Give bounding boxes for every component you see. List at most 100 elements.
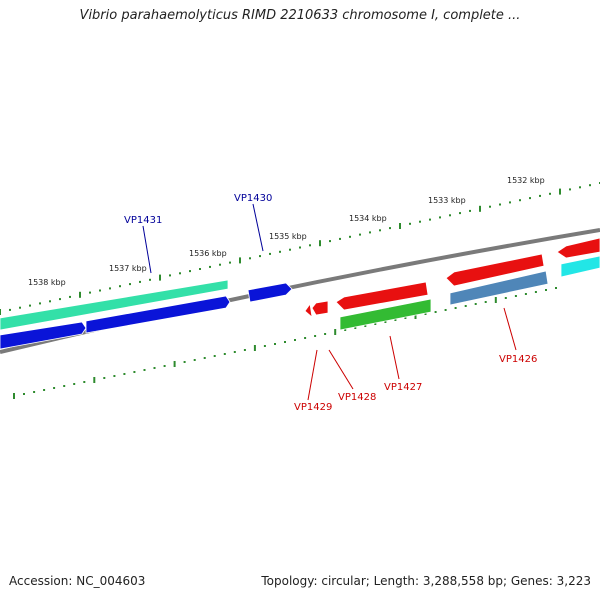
top-scale-minor-tick bbox=[99, 289, 101, 292]
bottom-scale-minor-tick bbox=[304, 337, 307, 339]
bottom-scale-minor-tick bbox=[344, 329, 347, 331]
top-scale-minor-tick bbox=[59, 298, 61, 301]
blue-gene-long bbox=[85, 295, 231, 334]
top-scale-minor-tick bbox=[509, 201, 511, 204]
top-scale-minor-tick bbox=[289, 248, 291, 251]
bottom-scale-minor-tick bbox=[404, 317, 407, 319]
top-scale-minor-tick bbox=[529, 197, 531, 200]
top-scale-minor-tick bbox=[569, 188, 571, 191]
top-scale-major-tick bbox=[399, 223, 401, 229]
bottom-scale-minor-tick bbox=[424, 313, 427, 315]
bottom-scale-minor-tick bbox=[113, 375, 116, 377]
gene-leader-line bbox=[307, 349, 318, 401]
top-scale-minor-tick bbox=[589, 184, 591, 187]
top-scale-minor-tick bbox=[29, 304, 31, 307]
bottom-scale-minor-tick bbox=[193, 359, 196, 361]
top-scale-minor-tick bbox=[109, 287, 111, 290]
bottom-scale-minor-tick bbox=[364, 325, 367, 327]
kbp-label: 1532 kbp bbox=[507, 176, 545, 185]
top-scale-minor-tick bbox=[189, 270, 191, 273]
top-scale-minor-tick bbox=[389, 227, 391, 230]
gene-label: VP1429 bbox=[294, 402, 332, 413]
bottom-scale-minor-tick bbox=[464, 305, 467, 307]
bottom-scale-major-tick bbox=[13, 393, 15, 399]
top-scale-minor-tick bbox=[249, 257, 251, 260]
top-scale-minor-tick bbox=[9, 308, 11, 311]
bottom-scale-minor-tick bbox=[263, 345, 266, 347]
gene-leader-line bbox=[328, 349, 354, 390]
red-gene-right bbox=[445, 253, 545, 287]
bottom-scale-minor-tick bbox=[314, 335, 317, 337]
top-scale-minor-tick bbox=[279, 250, 281, 253]
bottom-scale-minor-tick bbox=[123, 373, 126, 375]
bottom-scale-minor-tick bbox=[83, 381, 86, 383]
top-scale-minor-tick bbox=[489, 205, 491, 208]
red-gene-far bbox=[556, 237, 600, 259]
blue-gene-small bbox=[247, 282, 293, 303]
bottom-scale-minor-tick bbox=[23, 393, 25, 395]
bottom-scale-minor-tick bbox=[294, 339, 296, 341]
scale-labels: 1538 kbp 1537 kbp 1536 kbp 1535 kbp 1534 kbp… bbox=[28, 176, 545, 287]
top-scale-minor-tick bbox=[429, 218, 431, 221]
bottom-scale-minor-tick bbox=[233, 351, 236, 353]
top-scale-minor-tick bbox=[309, 244, 311, 247]
bottom-scale-minor-tick bbox=[153, 367, 156, 369]
top-scale-minor-tick bbox=[419, 220, 421, 223]
top-scale-minor-tick bbox=[199, 268, 201, 270]
top-scale-major-tick bbox=[239, 257, 241, 264]
gene-leader-line bbox=[252, 203, 264, 252]
bottom-scale-minor-tick bbox=[354, 327, 357, 329]
bottom-scale-major-tick bbox=[334, 329, 337, 335]
gene-label: VP1427 bbox=[384, 382, 422, 393]
gene-label: VP1426 bbox=[499, 354, 537, 365]
bottom-scale-minor-tick bbox=[545, 289, 547, 291]
top-scale-minor-tick bbox=[439, 216, 441, 219]
gene-leader-line bbox=[503, 307, 517, 351]
kbp-label: 1535 kbp bbox=[269, 232, 307, 241]
top-scale-minor-tick bbox=[19, 306, 21, 309]
bottom-scale-major-tick bbox=[253, 345, 256, 351]
bottom-scale-minor-tick bbox=[43, 389, 46, 391]
red-gene-small bbox=[311, 300, 329, 316]
top-scale-minor-tick bbox=[579, 186, 581, 189]
top-scale-minor-tick bbox=[499, 203, 501, 206]
top-scale-minor-tick bbox=[209, 265, 211, 268]
top-scale-minor-tick bbox=[369, 231, 371, 234]
kbp-label: 1533 kbp bbox=[428, 196, 466, 205]
gene-features bbox=[0, 237, 600, 350]
bottom-scale-minor-tick bbox=[103, 377, 106, 379]
top-scale-minor-tick bbox=[329, 240, 331, 243]
bottom-scale-minor-tick bbox=[163, 365, 166, 367]
cyan-gene bbox=[560, 255, 600, 278]
top-scale-minor-tick bbox=[359, 233, 361, 236]
gene-leader-line bbox=[142, 225, 152, 274]
bottom-scale-minor-tick bbox=[374, 323, 377, 325]
bottom-scale-minor-tick bbox=[213, 355, 216, 357]
bottom-scale-major-tick bbox=[93, 377, 96, 383]
top-scale-major-tick bbox=[0, 309, 1, 315]
blue-gene-left bbox=[0, 321, 87, 350]
bottom-scale-minor-tick bbox=[63, 385, 66, 387]
green-gene bbox=[339, 298, 432, 331]
bottom-scale-minor-tick bbox=[394, 319, 397, 321]
gene-labels: VP1431 VP1430 VP1429 VP1428 VP1427 VP1426 bbox=[124, 193, 537, 413]
top-scale-minor-tick bbox=[459, 212, 461, 215]
top-scale-minor-tick bbox=[299, 246, 301, 249]
bottom-scale-minor-tick bbox=[73, 383, 76, 385]
kbp-label: 1538 kbp bbox=[28, 278, 66, 287]
gene-leader-line bbox=[389, 335, 400, 380]
bottom-scale-minor-tick bbox=[384, 321, 387, 323]
steel-gene bbox=[449, 270, 549, 306]
bottom-scale-minor-tick bbox=[183, 361, 186, 363]
top-scale-minor-tick bbox=[49, 300, 51, 303]
scale-ticks-top bbox=[0, 182, 600, 315]
top-scale-minor-tick bbox=[169, 274, 171, 277]
topology-text: Topology: circular; Length: 3,288,558 bp… bbox=[261, 574, 591, 588]
top-scale-major-tick bbox=[479, 205, 481, 212]
map-title: Vibrio parahaemolyticus RIMD 2210633 chr… bbox=[79, 8, 521, 23]
bottom-scale-minor-tick bbox=[504, 297, 507, 299]
top-scale-major-tick bbox=[79, 291, 81, 298]
top-scale-minor-tick bbox=[69, 295, 71, 298]
scale-ticks-bottom bbox=[13, 287, 557, 399]
